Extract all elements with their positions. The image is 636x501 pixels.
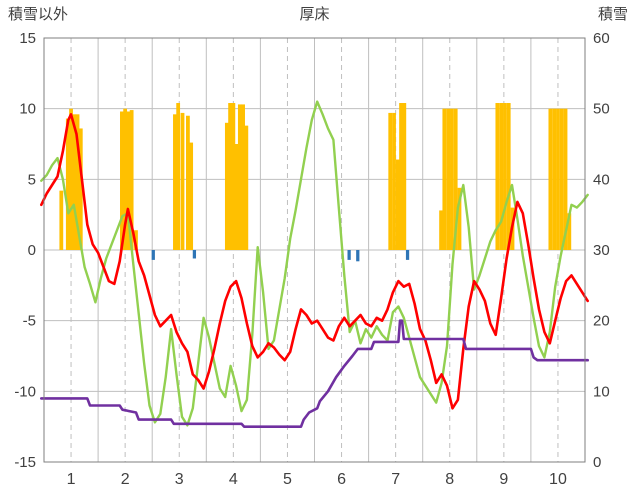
orange-bars-bar bbox=[563, 108, 568, 251]
orange-bars-bar bbox=[173, 114, 177, 250]
y-left-tick-label: 0 bbox=[28, 242, 36, 259]
blue-marks-bar bbox=[192, 250, 197, 259]
orange-bars-bar bbox=[395, 159, 400, 250]
orange-bars-bar bbox=[244, 125, 249, 250]
orange-bars-bar bbox=[78, 128, 83, 250]
x-tick-label: 7 bbox=[391, 471, 400, 488]
y-left-tick-label: -10 bbox=[14, 383, 36, 400]
y-right-tick-label: 10 bbox=[593, 383, 610, 400]
orange-bars-bar bbox=[228, 103, 232, 250]
orange-bars-bar bbox=[548, 108, 553, 251]
orange-bars-bar bbox=[453, 108, 458, 251]
orange-bars-bar bbox=[503, 103, 507, 250]
orange-bars-bar bbox=[72, 114, 77, 250]
orange-bars-bar bbox=[399, 103, 403, 250]
y-left-tick-label: 5 bbox=[28, 171, 36, 188]
orange-bars-bar bbox=[388, 112, 393, 250]
blue-marks-bar bbox=[347, 250, 351, 260]
plot-border bbox=[43, 37, 586, 463]
right-axis-title: 積雪 bbox=[597, 6, 628, 23]
red-line bbox=[39, 113, 590, 410]
orange-bars-bar bbox=[442, 108, 447, 251]
y-left-tick-label: -15 bbox=[14, 454, 36, 471]
orange-bars-bar bbox=[120, 111, 124, 250]
orange-bars-bar bbox=[234, 144, 239, 250]
orange-bars-bar bbox=[59, 190, 64, 250]
orange-bars-bar bbox=[495, 103, 500, 250]
x-tick-label: 9 bbox=[499, 471, 508, 488]
y-left-tick-label: 15 bbox=[19, 30, 36, 47]
orange-bars-bar bbox=[126, 111, 131, 250]
orange-bars-bar bbox=[231, 103, 236, 250]
orange-bars-bar bbox=[176, 103, 181, 250]
x-tick-label: 6 bbox=[337, 471, 346, 488]
blue-marks-bar bbox=[356, 250, 360, 262]
blue-marks-bar bbox=[405, 250, 410, 260]
y-right-tick-label: 20 bbox=[593, 313, 610, 330]
orange-bars-bar bbox=[224, 122, 229, 250]
orange-bars-bar bbox=[75, 114, 80, 250]
orange-bars-bar bbox=[556, 108, 560, 251]
orange-bars-bar bbox=[402, 103, 407, 250]
orange-bars-bar bbox=[439, 210, 443, 250]
blue-marks-bar bbox=[151, 250, 155, 260]
orange-bars-bar bbox=[499, 103, 504, 250]
orange-bars-bar bbox=[69, 108, 73, 251]
orange-bars-bar bbox=[506, 103, 511, 250]
orange-bars-bar bbox=[65, 118, 70, 250]
y-right-tick-label: 50 bbox=[593, 101, 610, 118]
green-line bbox=[40, 100, 589, 427]
orange-bars-bar bbox=[446, 108, 451, 251]
x-tick-label: 10 bbox=[549, 471, 567, 488]
x-tick-label: 4 bbox=[229, 471, 238, 488]
orange-bars-bar bbox=[450, 108, 454, 251]
orange-bars-bar bbox=[189, 142, 194, 250]
x-tick-label: 5 bbox=[283, 471, 292, 488]
y-left-tick-label: -5 bbox=[23, 313, 36, 330]
orange-bars-bar bbox=[559, 108, 564, 251]
x-tick-label: 3 bbox=[175, 471, 184, 488]
y-right-tick-label: 30 bbox=[593, 242, 610, 259]
left-axis-title: 積雪以外 bbox=[8, 6, 69, 23]
chart-title: 厚床 bbox=[299, 6, 330, 23]
y-right-tick-label: 60 bbox=[593, 30, 610, 47]
orange-bars-bar bbox=[392, 112, 396, 250]
orange-bars-bar bbox=[129, 110, 134, 250]
x-tick-label: 1 bbox=[67, 471, 76, 488]
x-tick-label: 8 bbox=[445, 471, 454, 488]
orange-bars-bar bbox=[123, 108, 128, 251]
orange-bars-bar bbox=[241, 104, 245, 250]
orange-bars-bar bbox=[186, 115, 190, 250]
orange-bars-bar bbox=[457, 187, 462, 250]
snow-depth-line bbox=[39, 319, 590, 429]
y-left-tick-label: 10 bbox=[19, 101, 36, 118]
orange-bars-bar bbox=[180, 112, 185, 250]
y-right-tick-label: 0 bbox=[593, 454, 601, 471]
orange-bars-bar bbox=[237, 104, 242, 250]
y-right-tick-label: 40 bbox=[593, 171, 610, 188]
orange-bars-bar bbox=[567, 213, 572, 250]
x-tick-label: 2 bbox=[121, 471, 130, 488]
orange-bars-bar bbox=[552, 108, 557, 251]
